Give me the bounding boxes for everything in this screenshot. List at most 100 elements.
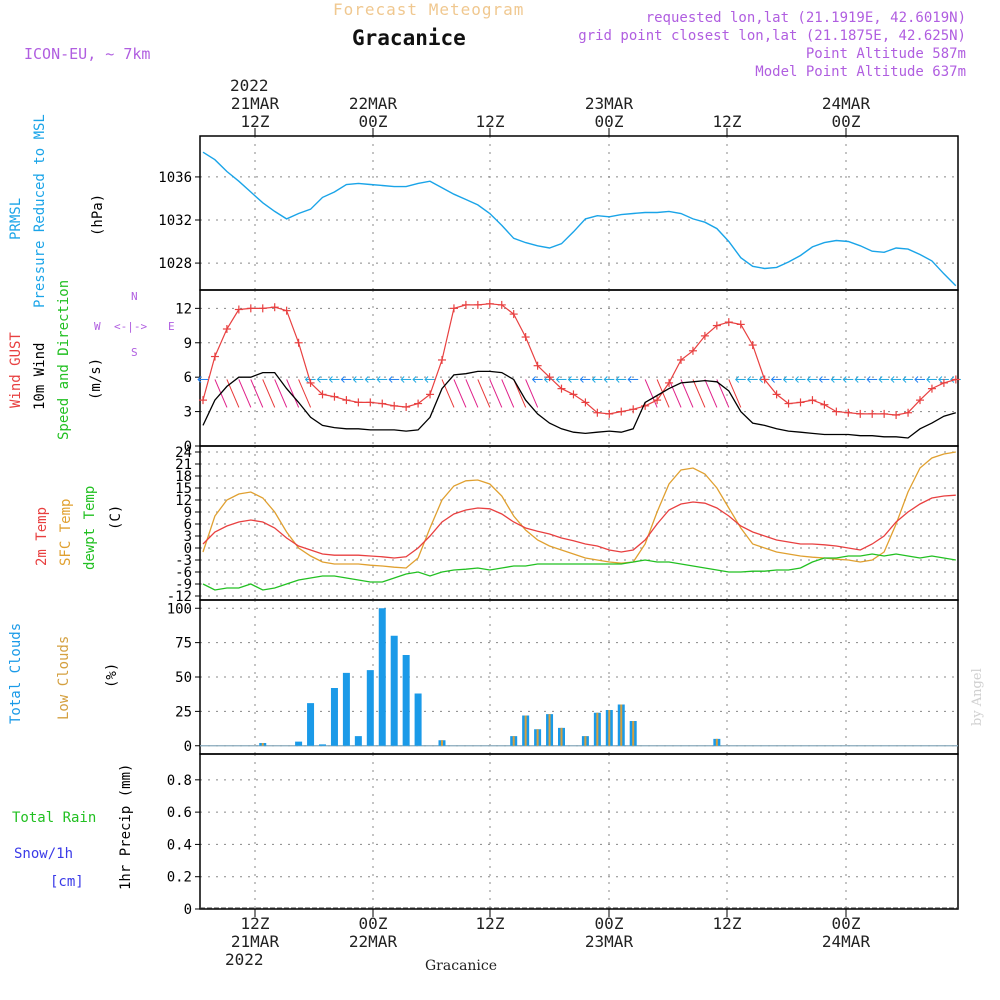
y-tick-label: 6 bbox=[184, 370, 192, 386]
temp2m-line bbox=[202, 494, 956, 559]
low-cloud-bar bbox=[560, 727, 563, 746]
y-tick-label: 25 bbox=[175, 704, 192, 720]
bottom-year: 2022 bbox=[225, 950, 264, 969]
location-title: Gracanice bbox=[352, 26, 466, 50]
y-tick-label: 1036 bbox=[158, 170, 192, 186]
y-tick-label: 75 bbox=[175, 636, 192, 652]
y-tick-label: -12 bbox=[167, 589, 192, 605]
panel-frame-wind bbox=[199, 289, 959, 447]
total-cloud-bar bbox=[390, 635, 398, 746]
y-tick-label: 1028 bbox=[158, 256, 192, 272]
wind-arrow bbox=[453, 379, 467, 408]
y-tick-label: 12 bbox=[175, 301, 192, 317]
wind-arrow-head bbox=[914, 376, 919, 383]
top-time-label: 12Z bbox=[712, 112, 742, 131]
wind-arrow-head bbox=[866, 376, 871, 383]
wind-arrow bbox=[489, 379, 503, 408]
bottom-time-label: 12Z bbox=[240, 914, 270, 933]
top-date-label: 24MAR bbox=[821, 94, 871, 113]
wind-arrow-head bbox=[364, 376, 369, 383]
wind-arrow bbox=[644, 379, 658, 408]
wind-arrow-head bbox=[603, 376, 608, 383]
y-tick-label: 0 bbox=[184, 541, 192, 557]
y-tick-label: 9 bbox=[184, 505, 192, 521]
wind-arrow-head bbox=[938, 376, 943, 383]
low-cloud-bar bbox=[584, 736, 587, 746]
compass-e: E bbox=[168, 320, 175, 333]
gust-line bbox=[202, 303, 956, 416]
point-altitude: Point Altitude 587m bbox=[805, 46, 966, 62]
low-cloud-bar bbox=[512, 736, 515, 746]
y-tick-label: 0.8 bbox=[167, 773, 192, 789]
y-tick-label: 15 bbox=[175, 481, 192, 497]
total-cloud-bar bbox=[378, 608, 386, 746]
total-cloud-bar bbox=[295, 741, 303, 746]
compass-s: S bbox=[131, 346, 138, 359]
wind-arrow-head bbox=[376, 376, 381, 383]
wind-arrow-head bbox=[555, 376, 560, 383]
bottom-time-label: 12Z bbox=[475, 914, 505, 933]
wind-arrow bbox=[680, 379, 694, 408]
wind-arrow bbox=[501, 379, 515, 408]
bottom-time-label: 00Z bbox=[831, 914, 861, 933]
wind-arrow-head bbox=[567, 376, 572, 383]
y-tick-label: 1032 bbox=[158, 213, 192, 229]
top-time-label: 00Z bbox=[831, 112, 861, 131]
y-tick-label: 6 bbox=[184, 517, 192, 533]
wind-arrow-head bbox=[806, 376, 811, 383]
y-tick-label: 12 bbox=[175, 493, 192, 509]
wind-arrow-head bbox=[591, 376, 596, 383]
y-tick-label: 0 bbox=[184, 902, 192, 918]
gridpoint-coords: grid point closest lon,lat (21.1875E, 42… bbox=[578, 28, 966, 44]
y-tick-label: 0 bbox=[184, 439, 192, 455]
low-cloud-bar bbox=[441, 740, 443, 746]
chart-title: Forecast Meteogram bbox=[333, 0, 525, 19]
wind-arrow-head bbox=[842, 376, 847, 383]
panel-frame-precip bbox=[199, 753, 959, 910]
panel-frame-pressure bbox=[199, 135, 959, 291]
total-cloud-bar bbox=[307, 703, 315, 746]
total-cloud-bar bbox=[402, 655, 410, 746]
low-cloud-bar bbox=[620, 704, 623, 746]
wind-arrow-head bbox=[352, 376, 357, 383]
wind-arrow bbox=[262, 379, 276, 408]
bottom-time-label: 00Z bbox=[594, 914, 624, 933]
wind-arrow bbox=[250, 379, 264, 408]
wind-arrow-head bbox=[579, 376, 584, 383]
total-cloud-bar bbox=[342, 672, 350, 746]
wind-arrow-head bbox=[304, 376, 309, 383]
wind-arrow bbox=[525, 379, 539, 408]
top-date-label: 21MAR bbox=[230, 94, 280, 113]
top-date-label: 22MAR bbox=[348, 94, 398, 113]
total-cloud-bar bbox=[330, 688, 338, 746]
y-tick-label: 0.4 bbox=[167, 837, 192, 853]
low-cloud-bar bbox=[536, 729, 539, 746]
wind-arrow bbox=[668, 379, 682, 408]
wind-arrow-head bbox=[830, 376, 835, 383]
model-label: ICON-EU, ~ 7km bbox=[24, 45, 151, 63]
wind-arrow bbox=[274, 379, 288, 408]
wind-arrow bbox=[238, 379, 252, 408]
wind-arrow bbox=[704, 379, 718, 408]
wind-arrow-head bbox=[926, 376, 931, 383]
wind-arrow bbox=[692, 379, 706, 408]
top-time-label: 12Z bbox=[475, 112, 505, 131]
low-cloud-bar bbox=[608, 710, 611, 746]
y-tick-label: 0 bbox=[184, 739, 192, 755]
requested-coords: requested lon,lat (21.1919E, 42.6019N) bbox=[645, 10, 966, 26]
total-cloud-bar bbox=[366, 670, 374, 746]
y-tick-label: 0.6 bbox=[167, 805, 192, 821]
wind-arrow-head bbox=[531, 376, 536, 383]
wind-arrow-head bbox=[340, 376, 345, 383]
wind-arrow bbox=[477, 379, 491, 408]
low-cloud-bar bbox=[596, 712, 599, 746]
wind-arrow bbox=[465, 379, 479, 408]
top-time-label: 00Z bbox=[358, 112, 388, 131]
bottom-date-label: 21MAR bbox=[230, 932, 280, 951]
wind-arrow-head bbox=[818, 376, 823, 383]
y-tick-label: 24 bbox=[175, 445, 192, 461]
y-tick-label: 0.2 bbox=[167, 870, 192, 886]
bottom-time-label: 12Z bbox=[712, 914, 742, 933]
total-cloud-bar bbox=[354, 736, 362, 746]
